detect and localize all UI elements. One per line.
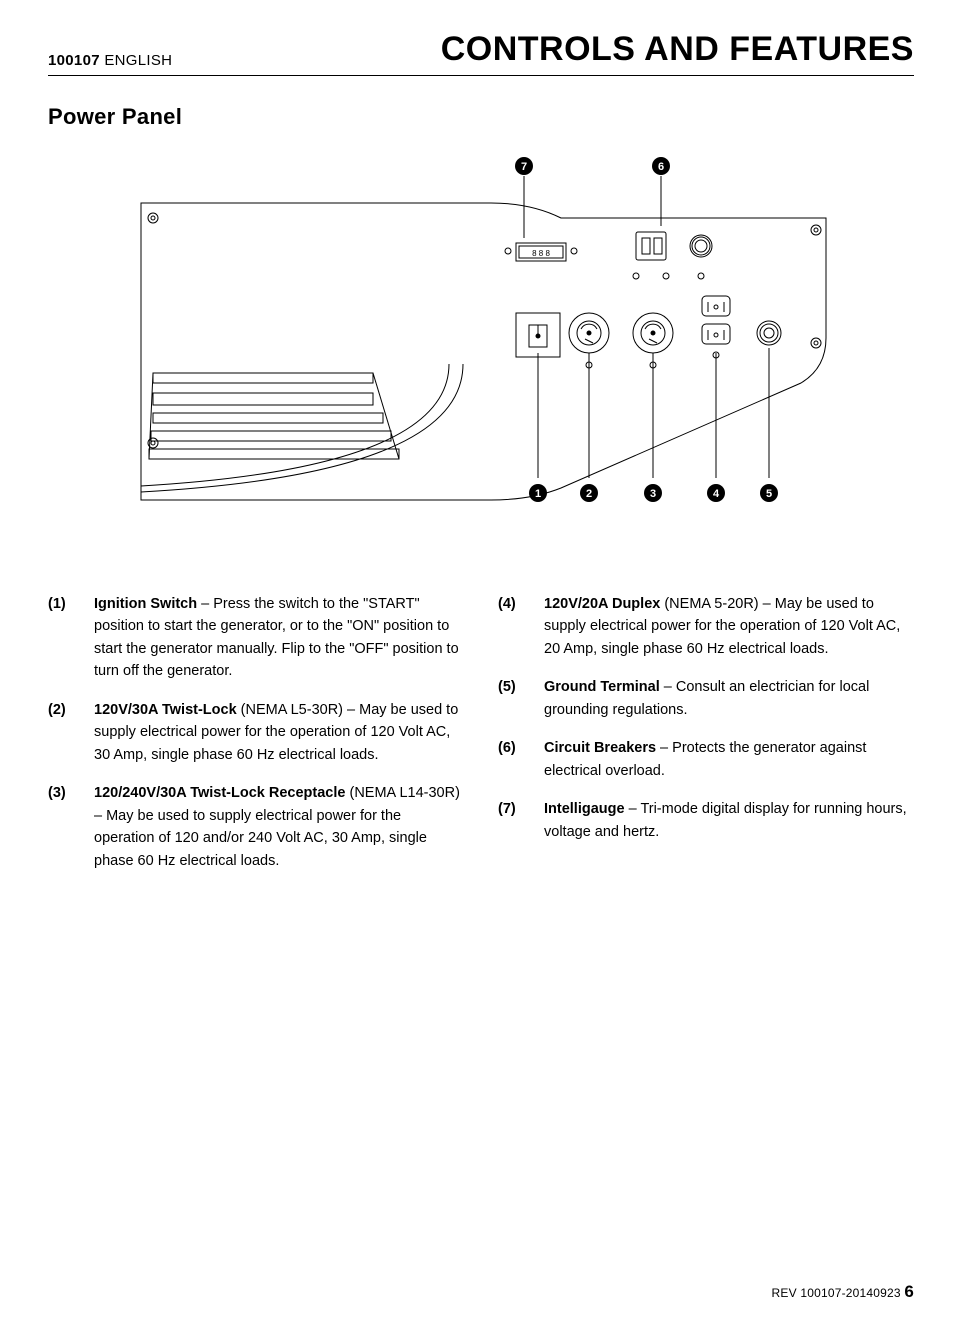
page-footer: REV 100107-20140923 6 — [772, 1282, 914, 1302]
item-number: (3) — [48, 782, 94, 872]
item-number: (6) — [498, 737, 544, 782]
svg-text:7: 7 — [521, 161, 527, 173]
svg-text:4: 4 — [713, 488, 720, 500]
section-title: CONTROLS AND FEATURES — [441, 30, 914, 69]
item-body: 120V/20A Duplex (NEMA 5-20R) – May be us… — [544, 593, 914, 660]
item-label: Ignition Switch — [94, 596, 197, 612]
item-label: Ground Terminal — [544, 679, 660, 695]
svg-text:1: 1 — [535, 488, 541, 500]
item-body: 120V/30A Twist-Lock (NEMA L5-30R) – May … — [94, 699, 464, 766]
item-number: (7) — [498, 798, 544, 843]
feature-item-6: (6) Circuit Breakers – Protects the gene… — [498, 737, 914, 782]
item-label: Circuit Breakers — [544, 740, 656, 756]
feature-item-1: (1) Ignition Switch – Press the switch t… — [48, 593, 464, 683]
feature-item-3: (3) 120/240V/30A Twist-Lock Receptacle (… — [48, 782, 464, 872]
revision-label: REV 100107-20140923 — [772, 1286, 901, 1300]
item-body: Ignition Switch – Press the switch to th… — [94, 593, 464, 683]
svg-text:3: 3 — [650, 488, 656, 500]
item-number: (2) — [48, 699, 94, 766]
page-number: 6 — [904, 1282, 914, 1301]
language-label: ENGLISH — [104, 52, 172, 69]
svg-text:8 8 8: 8 8 8 — [532, 249, 550, 258]
item-label: 120V/20A Duplex — [544, 596, 660, 612]
header-left: 100107 ENGLISH — [48, 52, 172, 69]
item-label: 120/240V/30A Twist-Lock Receptacle — [94, 785, 345, 801]
page-header: 100107 ENGLISH CONTROLS AND FEATURES — [48, 30, 914, 76]
feature-item-5: (5) Ground Terminal – Consult an electri… — [498, 676, 914, 721]
item-body: 120/240V/30A Twist-Lock Receptacle (NEMA… — [94, 782, 464, 872]
item-body: Intelligauge – Tri-mode digital display … — [544, 798, 914, 843]
item-number: (5) — [498, 676, 544, 721]
feature-list: (1) Ignition Switch – Press the switch t… — [48, 593, 914, 888]
feature-column-right: (4) 120V/20A Duplex (NEMA 5-20R) – May b… — [498, 593, 914, 888]
item-label: Intelligauge — [544, 801, 625, 817]
feature-column-left: (1) Ignition Switch – Press the switch t… — [48, 593, 464, 888]
item-body: Ground Terminal – Consult an electrician… — [544, 676, 914, 721]
model-number: 100107 — [48, 52, 100, 69]
svg-text:2: 2 — [586, 488, 592, 500]
feature-item-7: (7) Intelligauge – Tri-mode digital disp… — [498, 798, 914, 843]
item-label: 120V/30A Twist-Lock — [94, 702, 237, 718]
svg-text:6: 6 — [658, 161, 664, 173]
svg-text:5: 5 — [766, 488, 772, 500]
item-body: Circuit Breakers – Protects the generato… — [544, 737, 914, 782]
power-panel-diagram: 8 8 8 — [91, 148, 871, 533]
feature-item-2: (2) 120V/30A Twist-Lock (NEMA L5-30R) – … — [48, 699, 464, 766]
item-number: (1) — [48, 593, 94, 683]
item-number: (4) — [498, 593, 544, 660]
feature-item-4: (4) 120V/20A Duplex (NEMA 5-20R) – May b… — [498, 593, 914, 660]
page-subtitle: Power Panel — [48, 104, 914, 130]
